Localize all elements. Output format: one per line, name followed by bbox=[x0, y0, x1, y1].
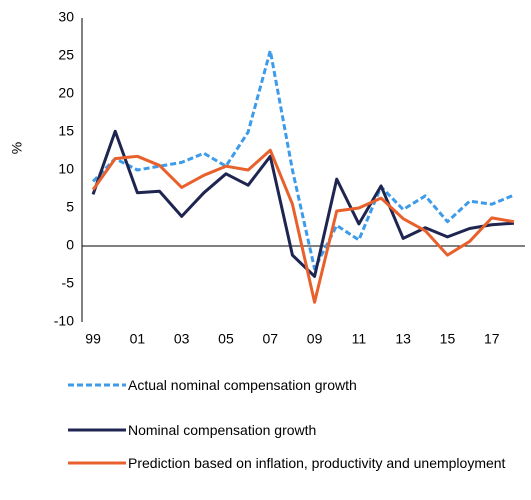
y-tick-label: -5 bbox=[62, 275, 75, 291]
legend-label: Actual nominal compensation growth bbox=[128, 377, 357, 393]
series-line bbox=[91, 49, 515, 271]
series-line bbox=[91, 148, 515, 304]
x-tick-label: 11 bbox=[352, 331, 367, 347]
legend-label: Prediction based on inflation, productiv… bbox=[128, 455, 506, 471]
legend-item: Nominal compensation growth bbox=[68, 422, 518, 439]
x-tick-label: 01 bbox=[130, 331, 146, 347]
x-tick-label: 13 bbox=[395, 331, 411, 347]
y-axis-label: % bbox=[9, 142, 25, 154]
x-tick-label: 15 bbox=[440, 331, 456, 347]
legend-swatch bbox=[68, 461, 126, 465]
y-tick-label: 20 bbox=[58, 85, 74, 101]
legend-swatch bbox=[68, 428, 126, 432]
x-tick-label: 99 bbox=[85, 331, 101, 347]
legend-swatch bbox=[68, 383, 126, 387]
y-tick-label: 0 bbox=[66, 237, 74, 253]
x-tick-label: 17 bbox=[484, 331, 500, 347]
x-tick-label: 09 bbox=[307, 331, 323, 347]
legend-item: Prediction based on inflation, productiv… bbox=[68, 455, 518, 472]
y-tick-label: -10 bbox=[54, 313, 74, 329]
y-tick-label: 5 bbox=[66, 199, 74, 215]
legend-label: Nominal compensation growth bbox=[128, 422, 317, 438]
y-tick-label: 15 bbox=[58, 123, 74, 139]
y-tick-label: 30 bbox=[58, 9, 74, 25]
x-tick-label: 07 bbox=[262, 331, 278, 347]
x-tick-label: 03 bbox=[174, 331, 190, 347]
y-tick-label: 25 bbox=[58, 47, 74, 63]
legend-item: Actual nominal compensation growth bbox=[68, 377, 518, 394]
series-line bbox=[91, 129, 515, 278]
y-tick-label: 10 bbox=[58, 161, 74, 177]
x-tick-label: 05 bbox=[218, 331, 234, 347]
